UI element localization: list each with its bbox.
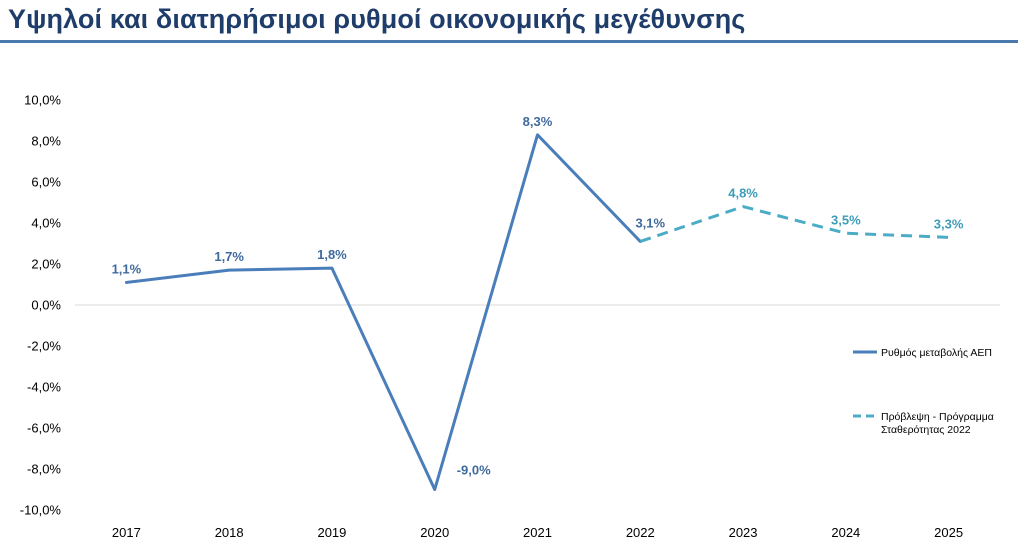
y-tick-label: -2,0%	[27, 339, 61, 354]
y-tick-label: 6,0%	[31, 175, 61, 190]
data-label: 3,3%	[934, 216, 964, 231]
series-lines	[124, 133, 949, 491]
x-tick-label: 2017	[112, 525, 141, 540]
y-tick-label: -10,0%	[20, 503, 62, 518]
y-tick-label: 2,0%	[31, 257, 61, 272]
data-label: 4,8%	[728, 186, 758, 201]
legend-label-forecast: Πρόβλεψη - Πρόγραμμα	[881, 411, 994, 423]
x-tick-label: 2025	[934, 525, 963, 540]
x-tick-label: 2019	[317, 525, 346, 540]
data-labels: 1,1% 1,7% 1,8% -9,0% 8,3% 3,1% 4,8% 3,5% 3,3%	[112, 114, 964, 478]
y-tick-label: -4,0%	[27, 380, 61, 395]
data-label: 3,1%	[635, 215, 665, 230]
x-tick-label: 2023	[729, 525, 758, 540]
data-label: 3,5%	[831, 212, 861, 227]
x-tick-label: 2020	[420, 525, 449, 540]
y-tick-label: 8,0%	[31, 134, 61, 149]
legend: Ρυθμός μεταβολής ΑΕΠ Πρόβλεψη - Πρόγραμμα…	[853, 347, 994, 436]
legend-label-gdp: Ρυθμός μεταβολής ΑΕΠ	[881, 347, 992, 359]
x-axis-ticks: 2017 2018 2019 2020 2021 2022 2023 2024 2025	[112, 525, 963, 540]
y-tick-label: -6,0%	[27, 421, 61, 436]
data-label: 8,3%	[523, 114, 553, 129]
gdp-series-line	[124, 133, 642, 491]
legend-label-forecast: Σταθερότητας 2022	[881, 424, 971, 436]
y-axis-ticks: 10,0% 8,0% 6,0% 4,0% 2,0% 0,0% -2,0% -4,0% -6,0%…	[20, 93, 62, 518]
x-tick-label: 2022	[626, 525, 655, 540]
y-tick-label: 10,0%	[24, 93, 61, 108]
x-tick-label: 2018	[215, 525, 244, 540]
title-divider	[0, 40, 1018, 43]
data-label: 1,8%	[317, 247, 347, 262]
y-tick-label: 4,0%	[31, 216, 61, 231]
y-tick-label: 0,0%	[31, 298, 61, 313]
data-label: 1,1%	[112, 261, 142, 276]
forecast-series-line	[639, 205, 949, 243]
x-tick-label: 2021	[523, 525, 552, 540]
data-label: -9,0%	[457, 463, 491, 478]
y-tick-label: -8,0%	[27, 462, 61, 477]
x-tick-label: 2024	[831, 525, 860, 540]
page-title: Υψηλοί και διατηρήσιμοι ρυθμοί οικονομικ…	[8, 4, 746, 34]
data-label: 1,7%	[214, 249, 244, 264]
